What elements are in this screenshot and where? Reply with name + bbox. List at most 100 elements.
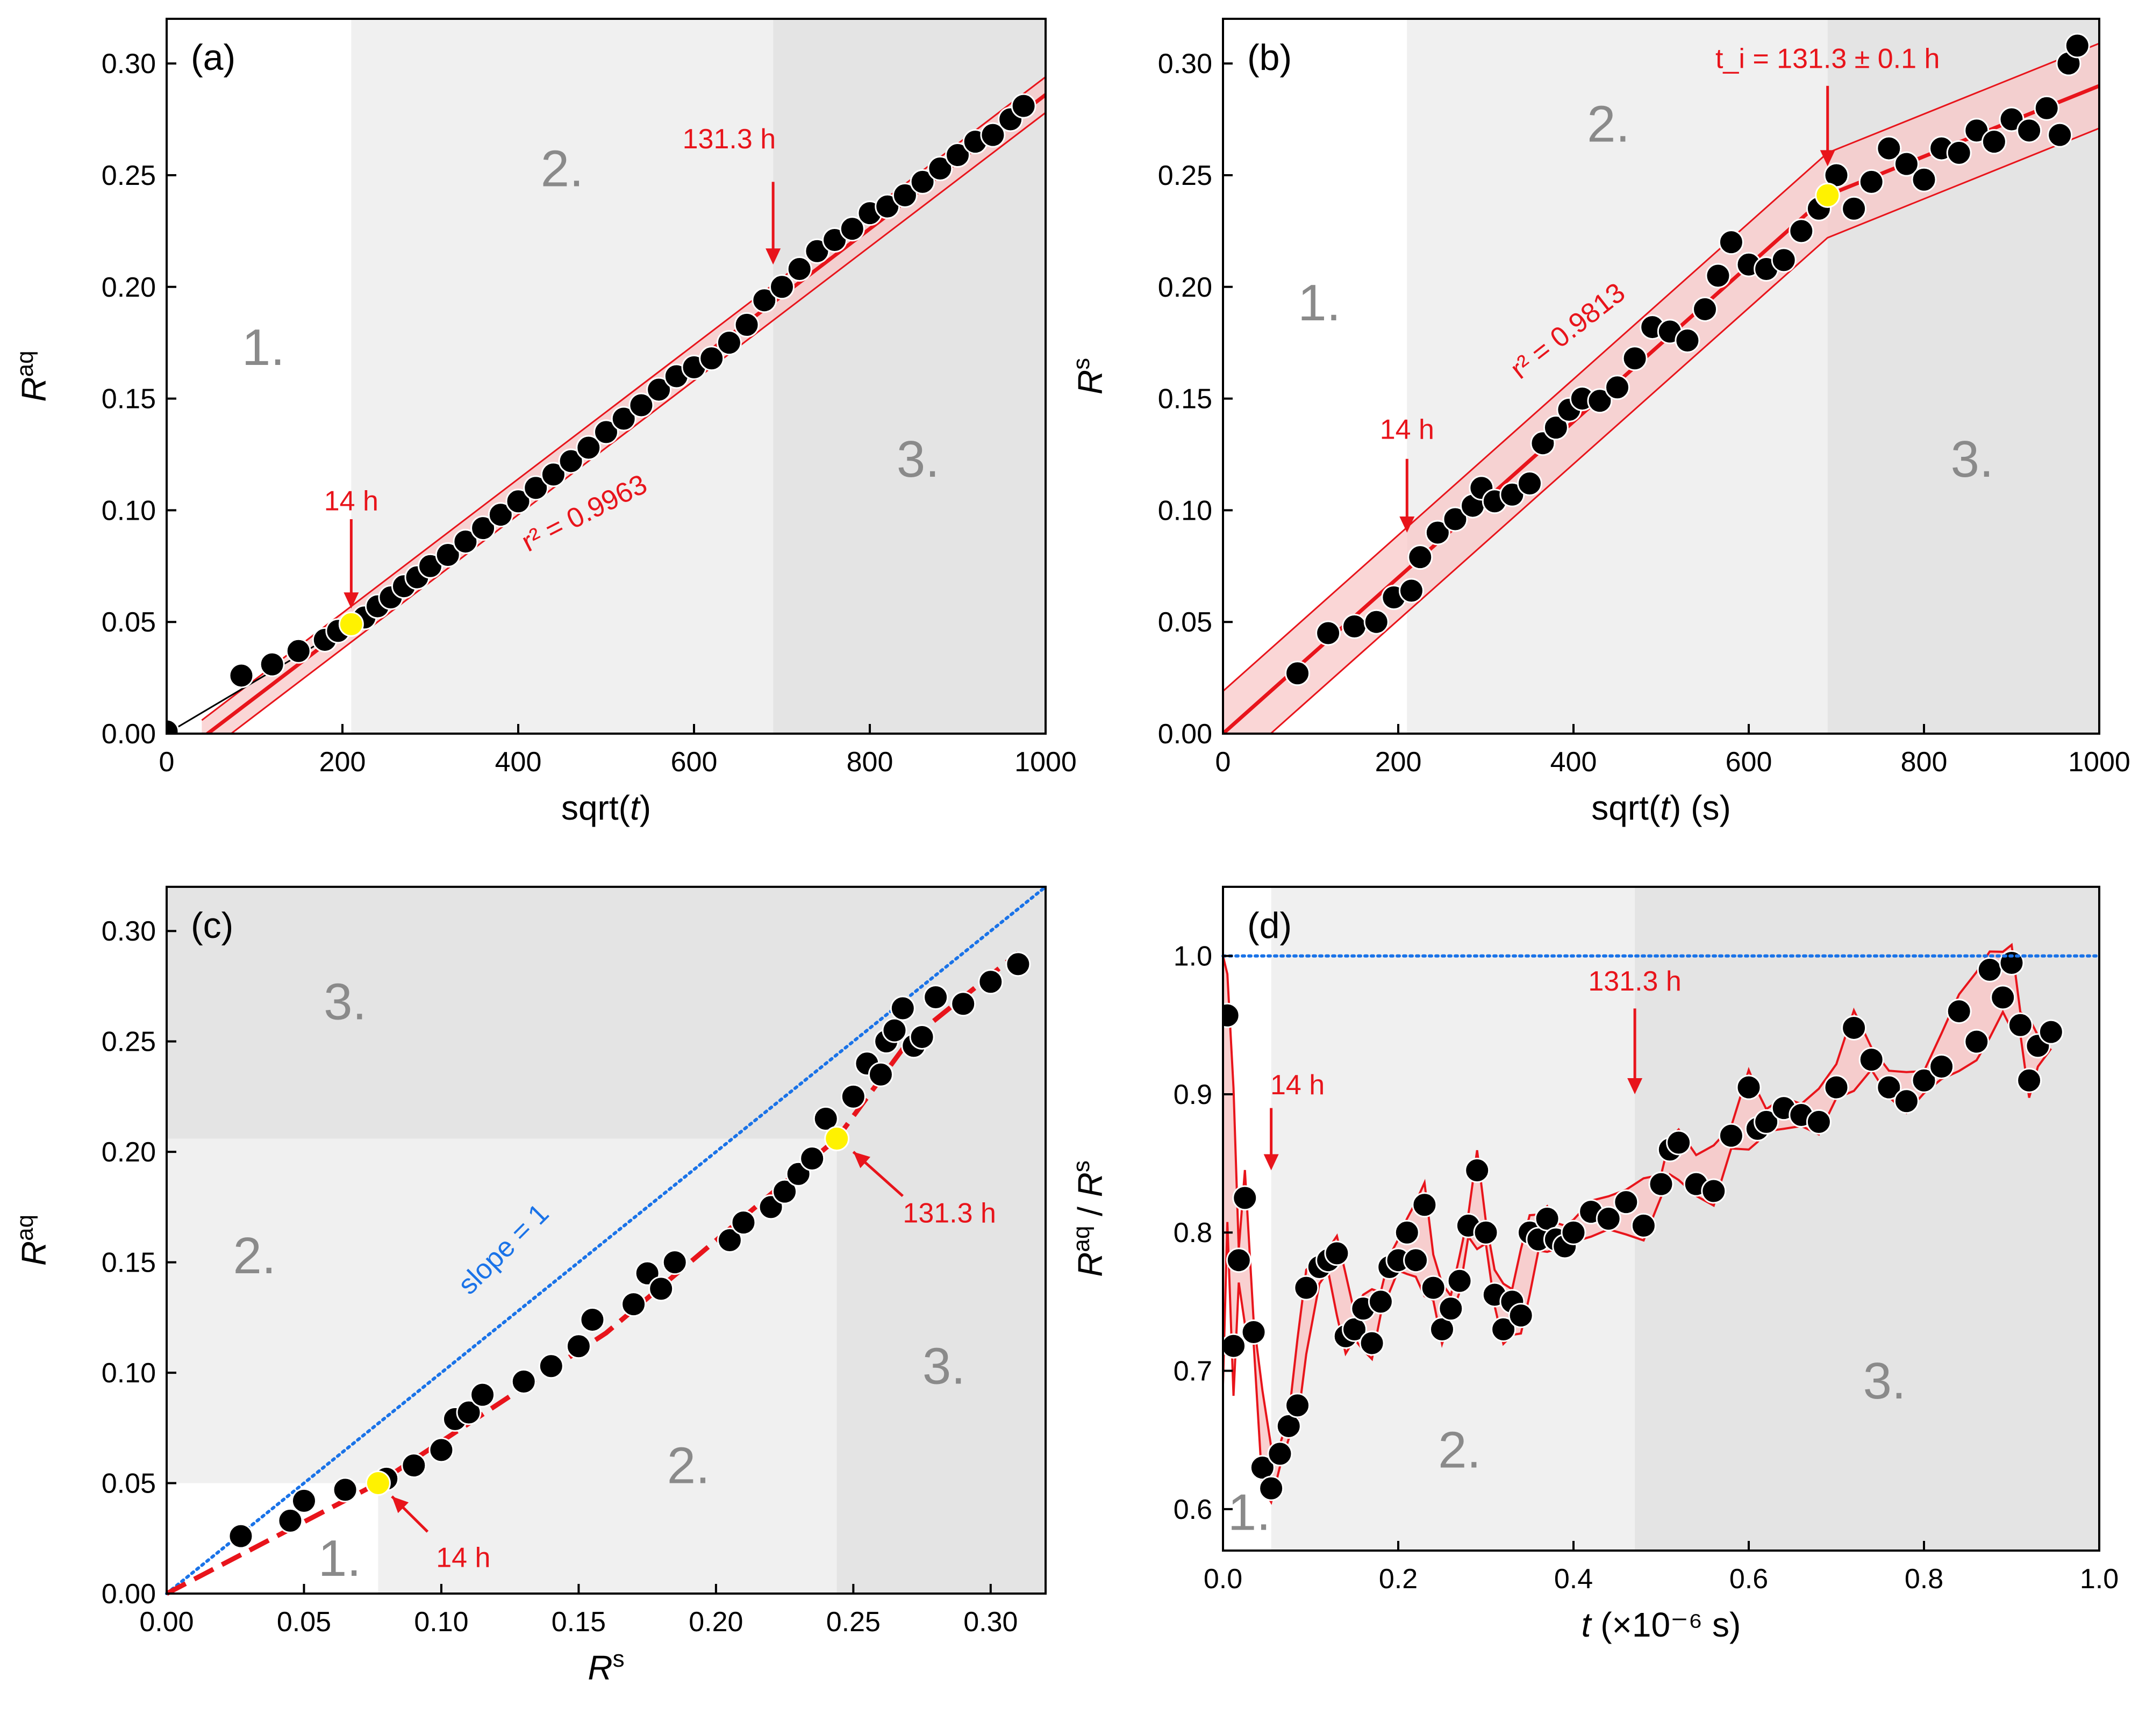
data-point xyxy=(1675,328,1700,353)
y-tick-label: 0.05 xyxy=(102,607,156,638)
data-point xyxy=(1596,1206,1621,1231)
data-point xyxy=(1613,1189,1639,1215)
data-point xyxy=(1517,471,1542,496)
plot-area xyxy=(1223,943,2064,1505)
arrow-14h-head xyxy=(1399,516,1415,533)
data-point xyxy=(1754,1109,1779,1135)
data-point xyxy=(228,1523,254,1549)
data-point xyxy=(1394,1219,1420,1245)
annotation-14h: 14 h xyxy=(1380,414,1434,445)
data-point xyxy=(2016,118,2042,144)
x-tick-label: 0.05 xyxy=(277,1606,331,1638)
y-tick-label: 0.00 xyxy=(1158,719,1212,750)
x-tick-label: 0.10 xyxy=(414,1606,468,1638)
x-tick-label: 400 xyxy=(495,747,542,778)
data-point xyxy=(1911,167,1937,192)
band-lower xyxy=(230,112,1046,734)
x-tick-label: 0.2 xyxy=(1379,1563,1418,1595)
data-point xyxy=(511,1369,537,1394)
data-point xyxy=(1258,1475,1284,1501)
y-axis-title: Rs xyxy=(1068,358,1110,394)
y-axis-title: Raq / Rs xyxy=(1068,1160,1110,1277)
data-point xyxy=(1701,1178,1727,1204)
band-lower xyxy=(1269,127,2099,734)
x-tick-label: 600 xyxy=(671,747,718,778)
y-tick-label: 0.00 xyxy=(102,719,156,750)
plot-frame xyxy=(166,18,1047,735)
data-point xyxy=(428,1437,454,1463)
data-point xyxy=(1315,620,1341,646)
x-tick-label: 1000 xyxy=(2068,747,2130,778)
data-point xyxy=(1368,1289,1393,1315)
data-point xyxy=(892,182,918,208)
region-label-2: 2. xyxy=(1438,1422,1481,1479)
x-tick-label: 0.8 xyxy=(1905,1563,1943,1595)
panel-label: (d) xyxy=(1247,905,1292,946)
data-point xyxy=(621,1292,647,1317)
arrow-14h-head xyxy=(344,592,359,609)
annotation-131h: 131.3 h xyxy=(903,1198,996,1229)
data-point xyxy=(2064,33,2090,59)
data-point xyxy=(772,1179,798,1204)
arrow-14h-head xyxy=(1263,1154,1279,1171)
data-point xyxy=(980,122,1006,148)
data-point xyxy=(1705,263,1731,289)
data-point xyxy=(1893,1088,1919,1114)
plot-frame xyxy=(166,886,1047,1595)
data-point xyxy=(1005,951,1031,977)
region-3-right xyxy=(836,1138,1046,1594)
data-point xyxy=(453,529,478,555)
data-point xyxy=(580,1307,605,1332)
region-3 xyxy=(1635,887,2099,1551)
y-tick-label: 0.8 xyxy=(1174,1217,1212,1249)
y-tick-label: 0.20 xyxy=(1158,272,1212,303)
data-point xyxy=(470,1382,496,1408)
region-label-3: 3. xyxy=(1951,431,1994,488)
data-point xyxy=(167,719,180,734)
data-point xyxy=(285,638,311,664)
y-tick-label: 0.05 xyxy=(102,1468,156,1500)
data-point xyxy=(1420,1275,1446,1301)
data-point xyxy=(1718,1123,1744,1149)
data-point xyxy=(538,1353,564,1379)
data-point xyxy=(1648,1171,1674,1197)
region-label: 3. xyxy=(922,1338,965,1395)
data-point xyxy=(1398,578,1424,604)
y-axis-title: Raq xyxy=(12,1215,54,1266)
data-point xyxy=(1876,135,1902,161)
data-point xyxy=(1232,1185,1258,1211)
y-tick-label: 0.30 xyxy=(102,916,156,947)
arrow-131h-head xyxy=(853,1152,871,1168)
data-point xyxy=(734,312,760,338)
x-tick-label: 1000 xyxy=(1014,747,1077,778)
data-point xyxy=(1011,93,1036,119)
highlight-point xyxy=(365,1470,391,1496)
data-point xyxy=(1363,609,1389,635)
data-point xyxy=(1893,151,1919,177)
data-point xyxy=(558,448,584,474)
data-point xyxy=(2007,1012,2033,1038)
data-point xyxy=(611,406,636,432)
y-tick-label: 0.30 xyxy=(102,48,156,80)
data-point xyxy=(648,1276,674,1302)
panel-label: (b) xyxy=(1247,37,1292,78)
data-point xyxy=(1964,1029,1990,1054)
x-tick-label: 200 xyxy=(1375,747,1422,778)
y-tick-label: 0.10 xyxy=(102,1358,156,1389)
data-point xyxy=(799,1145,825,1171)
data-point xyxy=(909,1024,935,1050)
data-point xyxy=(259,651,285,677)
x-tick-label: 0.15 xyxy=(552,1606,606,1638)
y-tick-label: 0.00 xyxy=(102,1579,156,1610)
region-label-3: 3. xyxy=(1863,1352,1906,1410)
y-tick-label: 0.9 xyxy=(1174,1079,1212,1110)
data-point xyxy=(435,542,461,568)
x-tick-label: 0.4 xyxy=(1554,1563,1593,1595)
plot-area xyxy=(1223,33,2099,734)
data-point xyxy=(1407,544,1433,570)
data-point xyxy=(576,435,602,461)
data-point xyxy=(662,1250,688,1275)
plot-frame xyxy=(1222,886,2100,1552)
